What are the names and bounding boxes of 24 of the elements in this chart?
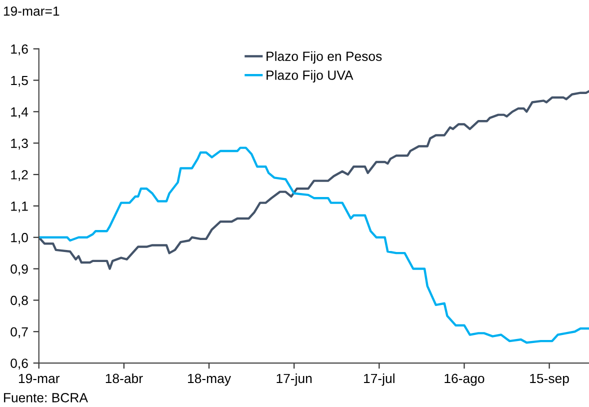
legend-label: Plazo Fijo en Pesos — [266, 51, 382, 64]
x-tick-label: 18-may — [188, 374, 231, 386]
y-tick-label: 1,6 — [11, 44, 28, 56]
x-tick-label: 19-mar — [18, 374, 60, 384]
line-series — [38, 146, 589, 344]
source-note: Fuente: BCRA — [4, 393, 88, 402]
x-tick-label: 16-ago — [444, 374, 484, 386]
y-tick-label: 1,2 — [11, 170, 28, 181]
x-tick-label: 15-sep — [530, 374, 569, 386]
y-axis-title: 19-mar=1 — [4, 6, 60, 16]
y-tick-label: 0,8 — [10, 296, 28, 307]
y-tick-label: 0,7 — [10, 327, 28, 338]
y-tick-label: 1,5 — [11, 76, 28, 87]
y-tick-label: 0,9 — [10, 264, 28, 276]
line-series — [38, 90, 589, 270]
y-tick-label: 1,4 — [11, 107, 28, 118]
y-tick-label: 1,3 — [11, 138, 28, 150]
x-tick-label: 18-abr — [106, 373, 143, 384]
y-tick-label: 1,0 — [11, 232, 28, 244]
x-tick-label: 17-jul — [364, 373, 394, 386]
y-tick-label: 0,6 — [10, 358, 28, 370]
x-tick-label: 17-jun — [276, 373, 312, 386]
y-tick-label: 1,1 — [11, 202, 28, 212]
legend-label: Plazo Fijo UVA — [266, 70, 354, 82]
